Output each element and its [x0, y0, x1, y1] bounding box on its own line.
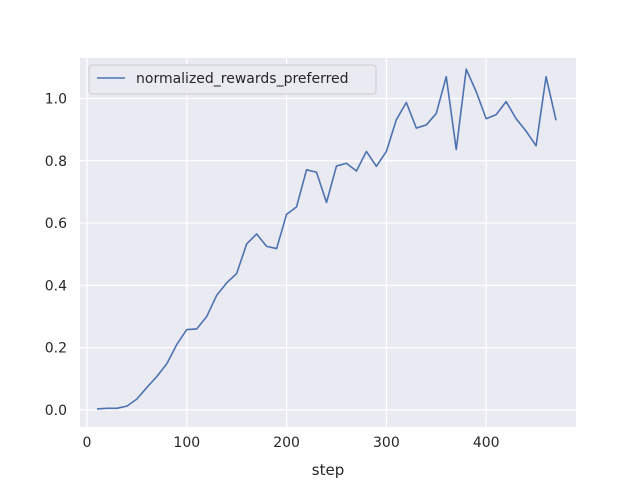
- y-tick-label: 0.2: [45, 341, 67, 357]
- y-tick-label: 0.0: [45, 403, 67, 419]
- y-tick-label: 1.0: [45, 91, 67, 107]
- y-tick-label: 0.4: [45, 278, 67, 294]
- y-tick-label: 0.8: [45, 154, 67, 170]
- grid: [80, 58, 576, 427]
- x-axis-label: step: [312, 461, 344, 479]
- x-tick-label: 0: [83, 435, 92, 451]
- y-tick-label: 0.6: [45, 216, 67, 232]
- x-tick-label: 400: [473, 435, 500, 451]
- legend-label: normalized_rewards_preferred: [136, 71, 349, 87]
- x-tick-label: 300: [373, 435, 400, 451]
- x-tick-label: 200: [273, 435, 300, 451]
- x-tick-label: 100: [173, 435, 200, 451]
- series-line: [96, 68, 557, 410]
- legend: normalized_rewards_preferred: [88, 64, 377, 95]
- plot-background: [80, 58, 576, 427]
- tick-labels: 0 100 200 300 400 0.0 0.2 0.4 0.6 0.8 1.0: [45, 91, 500, 451]
- series-lines: [96, 68, 557, 410]
- legend-box: [88, 64, 377, 95]
